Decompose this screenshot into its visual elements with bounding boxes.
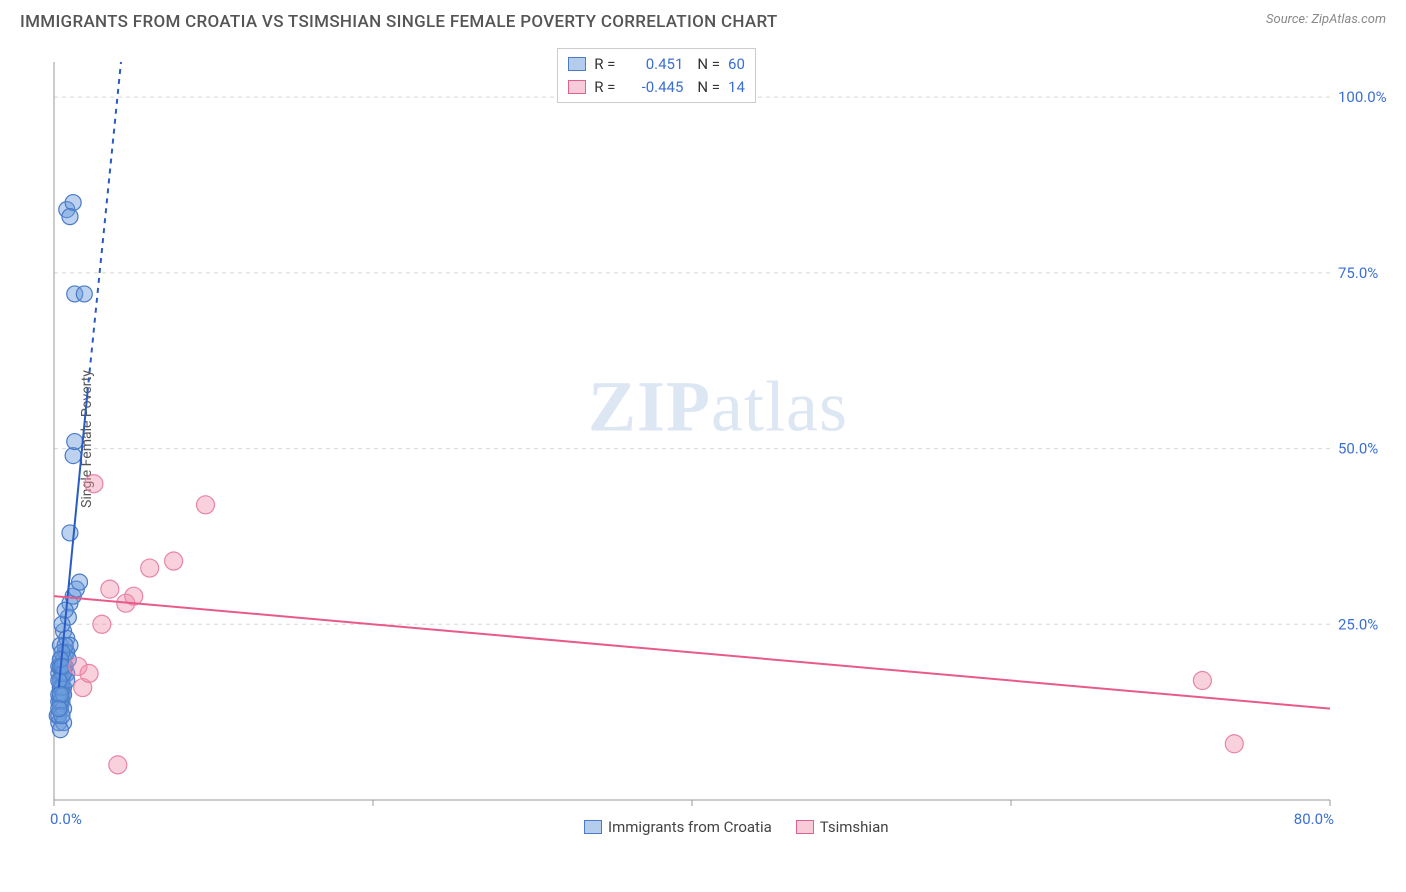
y-tick-label: 50.0% [1338, 440, 1378, 458]
source-attribution: Source: ZipAtlas.com [1266, 12, 1386, 27]
data-point [67, 434, 83, 450]
chart-area: Single Female Poverty ZIPatlas 25.0%50.0… [48, 44, 1388, 834]
data-point [76, 286, 92, 302]
x-tick-label: 0.0% [50, 810, 82, 828]
stats-legend: R = 0.451 N = 60 R = -0.445 N = 14 [557, 48, 756, 103]
data-point [62, 525, 78, 541]
series-legend: Immigrants from Croatia Tsimshian [584, 818, 889, 836]
y-tick-label: 100.0% [1338, 88, 1387, 106]
swatch-icon [796, 820, 814, 834]
swatch-icon [584, 820, 602, 834]
data-point [1193, 672, 1211, 690]
trend-line-extrapolated [87, 62, 120, 392]
scatter-plot: 25.0% 50.0% 75.0% 100.0% 0.0% 80.0% [48, 44, 1388, 834]
swatch-icon [568, 80, 586, 94]
data-point [51, 701, 67, 717]
data-point [85, 475, 103, 493]
data-point [93, 615, 111, 633]
data-point [65, 195, 81, 211]
legend-item: Immigrants from Croatia [584, 818, 772, 836]
data-point [54, 616, 70, 632]
header: IMMIGRANTS FROM CROATIA VS TSIMSHIAN SIN… [0, 0, 1406, 32]
data-point [72, 574, 88, 590]
legend-item: Tsimshian [796, 818, 889, 836]
swatch-icon [568, 57, 586, 71]
data-point [1225, 735, 1243, 753]
data-point [197, 496, 215, 514]
chart-title: IMMIGRANTS FROM CROATIA VS TSIMSHIAN SIN… [20, 12, 778, 32]
data-point [52, 687, 68, 703]
data-point [165, 552, 183, 570]
y-tick-label: 75.0% [1338, 264, 1378, 282]
stats-row-series-1: R = -0.445 N = 14 [568, 76, 745, 99]
data-point [62, 209, 78, 225]
y-tick-label: 25.0% [1338, 615, 1378, 633]
data-point [80, 664, 98, 682]
data-point [65, 448, 81, 464]
data-point [141, 559, 159, 577]
data-point [52, 722, 68, 738]
trend-line [54, 596, 1330, 708]
stats-row-series-0: R = 0.451 N = 60 [568, 53, 745, 76]
data-point [109, 756, 127, 774]
x-tick-label: 80.0% [1294, 810, 1334, 828]
data-point [101, 580, 119, 598]
